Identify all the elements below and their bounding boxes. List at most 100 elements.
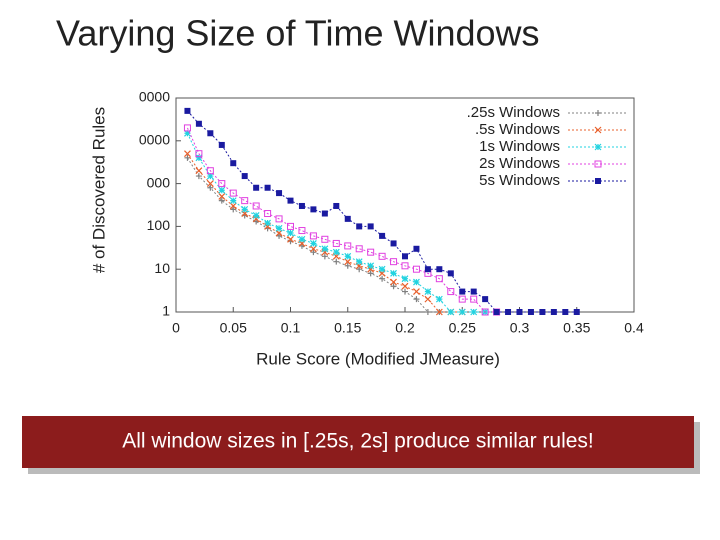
point — [470, 288, 477, 295]
point — [367, 270, 374, 277]
point — [241, 173, 248, 180]
point — [424, 288, 432, 296]
point — [378, 252, 386, 260]
x-tick-label: 0.25 — [449, 320, 476, 336]
point — [332, 239, 340, 247]
point — [195, 173, 202, 180]
point — [413, 245, 420, 252]
point — [379, 275, 386, 282]
point — [309, 245, 317, 253]
point — [355, 245, 363, 253]
point — [493, 309, 500, 315]
point — [275, 215, 283, 223]
legend-marker — [594, 126, 602, 134]
legend-label: 1s Windows — [479, 138, 560, 155]
x-tick-label: 0.2 — [395, 320, 415, 336]
slide-title: Varying Size of Time Windows — [56, 13, 540, 54]
point — [230, 206, 237, 213]
point — [401, 262, 409, 270]
point — [218, 197, 225, 204]
point — [321, 210, 328, 217]
point — [562, 309, 569, 315]
y-tick-label: 10 — [154, 260, 170, 276]
point — [333, 202, 340, 209]
point — [206, 172, 214, 180]
point — [355, 258, 363, 266]
point — [378, 265, 386, 273]
callout-text: All window sizes in [.25s, 2s] produce s… — [122, 430, 594, 453]
legend-label: .25s Windows — [467, 104, 560, 121]
point — [229, 197, 237, 205]
point — [482, 296, 489, 303]
legend-label: .5s Windows — [475, 121, 560, 138]
point — [401, 275, 409, 283]
point — [344, 242, 352, 250]
y-tick-label: 000 — [147, 174, 171, 190]
point — [195, 150, 203, 158]
point — [367, 262, 375, 270]
point — [287, 229, 294, 237]
point — [310, 249, 317, 256]
series-line — [186, 127, 497, 313]
point — [321, 253, 328, 260]
point — [183, 124, 191, 132]
point — [356, 223, 363, 230]
point — [401, 282, 409, 290]
point — [413, 296, 420, 303]
point — [252, 212, 260, 219]
point — [435, 295, 443, 303]
point — [424, 266, 431, 273]
point — [218, 180, 226, 188]
point — [481, 308, 489, 316]
point — [207, 130, 214, 137]
x-tick-label: 0.1 — [281, 320, 301, 336]
point — [379, 232, 386, 239]
point — [229, 189, 237, 197]
point — [458, 308, 466, 316]
callout-box — [22, 416, 694, 468]
point — [287, 197, 294, 204]
point — [390, 258, 398, 266]
point — [252, 202, 260, 210]
point — [435, 308, 443, 316]
legend-label: 5s Windows — [479, 172, 560, 189]
x-tick-label: 0.3 — [510, 320, 530, 336]
point — [435, 275, 443, 283]
y-axis-label: # of Discovered Rules — [89, 107, 108, 273]
point — [458, 295, 466, 303]
point — [505, 309, 512, 315]
point — [344, 252, 352, 260]
point — [218, 186, 226, 194]
point — [516, 309, 523, 315]
point — [276, 190, 283, 197]
point — [412, 265, 420, 273]
point — [424, 295, 432, 303]
point — [309, 240, 317, 247]
point — [218, 141, 225, 148]
point — [218, 193, 226, 200]
y-tick-label: 0000 — [139, 132, 170, 148]
point — [573, 309, 580, 315]
point — [184, 154, 191, 161]
y-tick-label: 1 — [162, 303, 170, 319]
series-line — [186, 133, 497, 313]
y-tick-label: 0000 — [139, 89, 170, 105]
point — [253, 184, 260, 191]
point — [184, 107, 191, 114]
point — [287, 222, 294, 230]
point — [447, 308, 455, 316]
point — [206, 167, 214, 175]
point — [332, 248, 340, 256]
x-tick-label: 0 — [172, 320, 180, 336]
series-line — [187, 153, 463, 313]
point — [550, 309, 557, 315]
point — [344, 258, 352, 266]
point — [241, 197, 249, 205]
point — [367, 248, 375, 256]
point — [321, 245, 329, 253]
point — [264, 219, 272, 227]
point — [241, 205, 249, 213]
x-tick-label: 0.4 — [624, 320, 644, 336]
point — [344, 262, 351, 269]
